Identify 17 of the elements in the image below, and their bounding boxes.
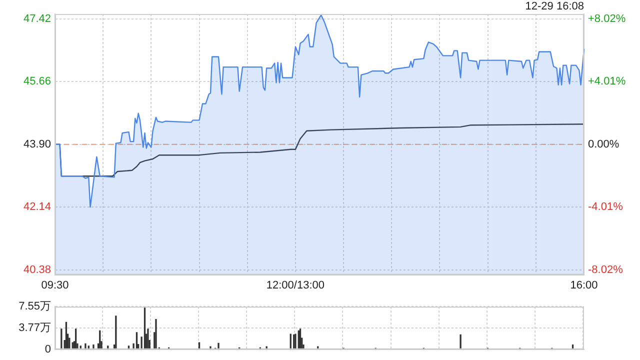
y-tick-label: 45.66: [23, 76, 51, 88]
chart-subtitle: 12-29 16:08: [525, 0, 584, 13]
x-tick-label: 16:00: [570, 279, 598, 292]
y2-tick-label: -8.02%: [588, 264, 624, 276]
y-tick-label: 43.90: [23, 138, 51, 150]
y2-tick-label: 0.00%: [588, 138, 620, 150]
y-tick-label: 47.42: [23, 13, 51, 26]
y-tick-label: 3.77万: [18, 322, 51, 334]
y-tick-label: 42.14: [23, 201, 51, 214]
x-tick-label: 09:30: [41, 279, 69, 292]
y2-tick-label: -4.01%: [588, 201, 624, 214]
y-tick-label: 7.55万: [18, 300, 51, 313]
y-tick-label: 40.38: [23, 264, 51, 276]
y2-tick-label: +8.02%: [588, 13, 626, 26]
x-tick-label: 12:00/13:00: [266, 279, 325, 292]
y-tick-label: 0: [44, 343, 51, 356]
y2-tick-label: +4.01%: [588, 76, 626, 88]
